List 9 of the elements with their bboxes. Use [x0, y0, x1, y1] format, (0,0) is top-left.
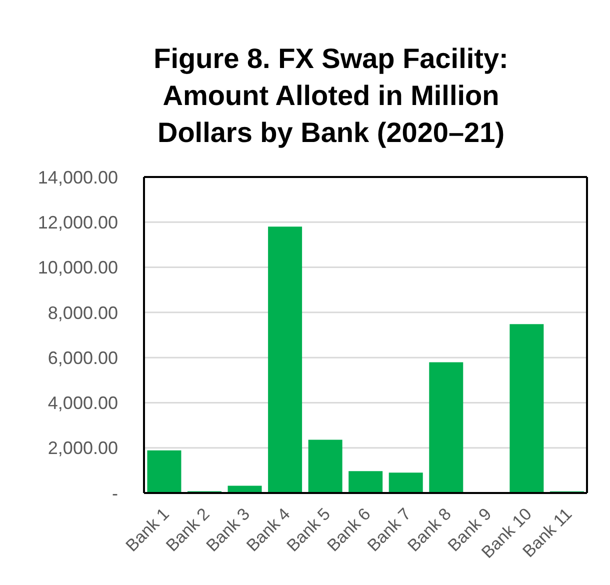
y-tick-label: 14,000.00: [38, 167, 118, 188]
y-tick-label: 4,000.00: [48, 393, 118, 414]
y-tick-label: 8,000.00: [48, 302, 118, 323]
y-tick-label: 10,000.00: [38, 258, 118, 278]
chart-title: Figure 8. FX Swap Facility: Amount Alloted in Million Dollars by Bank (2020–21): [152, 42, 510, 150]
y-tick-label: -: [112, 483, 118, 504]
y-tick-label: 12,000.00: [38, 212, 118, 233]
y-tick-label: 6,000.00: [48, 348, 118, 368]
y-tick-label: 2,000.00: [48, 438, 118, 458]
